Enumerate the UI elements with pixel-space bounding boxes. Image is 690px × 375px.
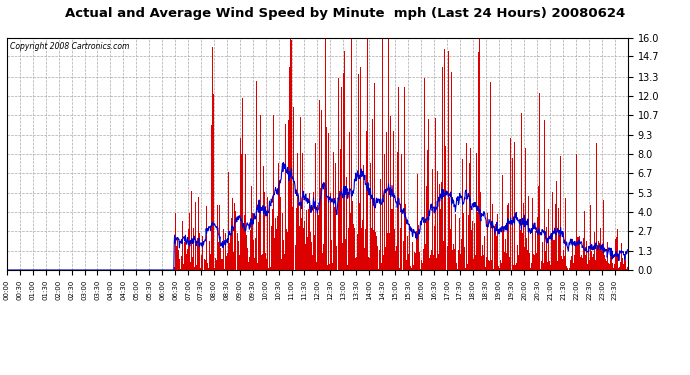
Text: Actual and Average Wind Speed by Minute  mph (Last 24 Hours) 20080624: Actual and Average Wind Speed by Minute … bbox=[65, 8, 625, 21]
Text: Copyright 2008 Cartronics.com: Copyright 2008 Cartronics.com bbox=[10, 42, 130, 51]
